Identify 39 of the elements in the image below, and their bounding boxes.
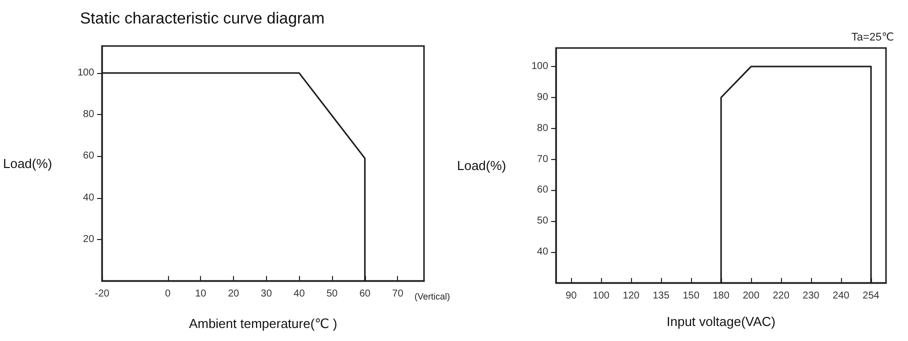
y-axis-title: Load(%)	[2, 156, 52, 171]
x-tick-label: 240	[832, 290, 850, 302]
x-tick-label: 100	[592, 290, 610, 302]
x-tick-label: 90	[566, 290, 578, 302]
text: (Vertical)	[414, 292, 450, 302]
x-tick-label: 180	[712, 290, 730, 302]
y-tick-label: 90	[537, 92, 549, 103]
x-tick-label: 220	[772, 290, 790, 302]
chart-title: Static characteristic curve diagram	[80, 10, 325, 28]
x-tick-label: 254	[862, 290, 880, 302]
y-tick-label: 100	[77, 68, 95, 79]
x-tick-label: 40	[294, 288, 306, 300]
x-tick-label: 30	[260, 288, 272, 300]
x-tick-label: 230	[802, 290, 820, 302]
y-axis-title: Load(%)	[456, 158, 506, 173]
y-tick-label: 20	[83, 234, 95, 245]
y-tick-label: 60	[537, 184, 549, 196]
y-tick-label: 100	[531, 61, 549, 72]
x-tick-label: 150	[682, 290, 700, 302]
y-tick-label: 70	[537, 154, 549, 165]
y-tick-label: 80	[83, 109, 95, 120]
x-tick-label: 20	[228, 288, 240, 300]
x-tick-label: 120	[622, 290, 640, 302]
x-tick-label: 200	[742, 290, 760, 302]
x-tick-label: 70	[392, 288, 404, 300]
y-tick-label: 40	[83, 192, 95, 204]
x-axis-title: Input voltage(VAC)	[666, 314, 776, 329]
x-tick-label: -20	[94, 288, 110, 300]
x-tick-label: 135	[652, 290, 670, 302]
x-tick-label: 60	[359, 288, 371, 300]
y-tick-label: 60	[83, 150, 95, 162]
y-tick-label: 50	[537, 216, 549, 227]
x-tick-label: 0	[165, 288, 172, 300]
x-axis-title: Ambient temperature(℃ )	[188, 316, 338, 331]
x-tick-label: 50	[326, 288, 338, 300]
text: Ta=25℃	[851, 32, 894, 44]
y-tick-label: 80	[537, 122, 549, 134]
x-tick-label: 10	[195, 288, 207, 300]
y-tick-label: 40	[537, 246, 549, 258]
